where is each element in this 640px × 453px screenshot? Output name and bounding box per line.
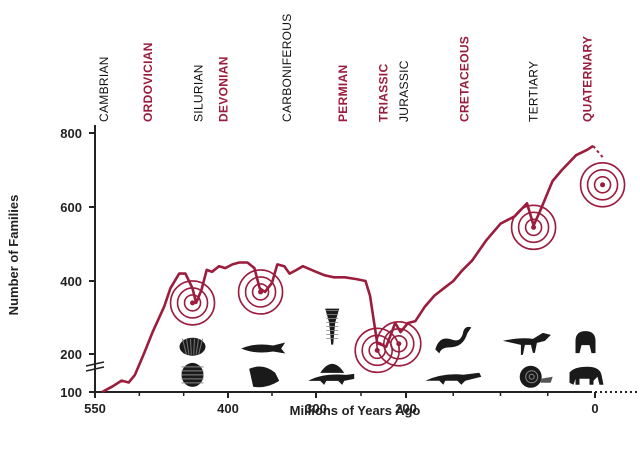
y-tick-label: 800 bbox=[60, 126, 82, 141]
crinoid-silhouette bbox=[325, 309, 339, 345]
series-line-number-of-families bbox=[102, 146, 593, 392]
mammoth-silhouette bbox=[570, 367, 604, 385]
gorilla-silhouette bbox=[576, 331, 596, 353]
period-labels: CAMBRIAN ORDOVICIAN SILURIAN DEVONIAN CARBON… bbox=[97, 13, 595, 122]
extinction-marker bbox=[581, 163, 625, 207]
x-tick-label: 0 bbox=[591, 401, 598, 416]
trilobite-silhouette bbox=[182, 363, 204, 387]
extinction-markers bbox=[171, 163, 625, 373]
theropod-dinosaur-silhouette bbox=[503, 333, 551, 355]
period-label-devonian: DEVONIAN bbox=[217, 56, 231, 122]
period-label-permian: PERMIAN bbox=[336, 65, 350, 122]
period-label-cambrian: CAMBRIAN bbox=[97, 56, 111, 122]
x-tick-label: 400 bbox=[217, 401, 239, 416]
period-label-tertiary: TERTIARY bbox=[527, 61, 541, 122]
period-label-triassic: TRIASSIC bbox=[377, 64, 391, 122]
mass-extinction-chart: CAMBRIAN ORDOVICIAN SILURIAN DEVONIAN CARBON… bbox=[0, 0, 640, 453]
period-label-silurian: SILURIAN bbox=[192, 64, 206, 122]
y-axis-title: Number of Families bbox=[6, 195, 21, 316]
series-projection-line bbox=[593, 146, 603, 157]
period-label-ordovician: ORDOVICIAN bbox=[141, 42, 155, 122]
ammonite-silhouette bbox=[520, 366, 553, 388]
period-label-quaternary: QUATERNARY bbox=[580, 36, 594, 122]
y-tick-label: 400 bbox=[60, 274, 82, 289]
period-label-carboniferous: CARBONIFEROUS bbox=[280, 13, 294, 122]
x-tick-label: 550 bbox=[84, 401, 106, 416]
crocodile-silhouette bbox=[425, 373, 481, 385]
coelacanth-silhouette bbox=[241, 343, 285, 354]
dimetrodon-silhouette bbox=[308, 364, 354, 385]
series-layer bbox=[102, 146, 602, 392]
brachiopod-silhouette bbox=[180, 338, 206, 356]
placoderm-fish-silhouette bbox=[249, 367, 279, 388]
period-label-cretaceous: CRETACEOUS bbox=[458, 36, 472, 122]
y-tick-label: 100 bbox=[60, 385, 82, 400]
x-axis-title: Millions of Years Ago bbox=[290, 403, 421, 418]
period-label-jurassic: JURASSIC bbox=[397, 60, 411, 122]
y-ticks: 800 600 400 200 100 bbox=[60, 126, 95, 400]
ammonite-plesiosaur-silhouette bbox=[435, 327, 471, 354]
y-tick-label: 200 bbox=[60, 347, 82, 362]
y-tick-label: 600 bbox=[60, 200, 82, 215]
extinction-marker bbox=[239, 270, 283, 314]
